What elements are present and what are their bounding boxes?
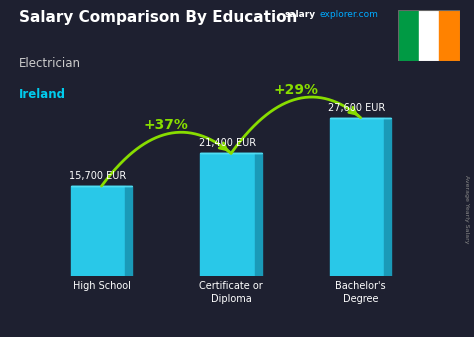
Bar bbox=[330, 118, 384, 276]
Text: High School: High School bbox=[73, 281, 130, 291]
Bar bbox=[201, 153, 255, 276]
Text: 21,400 EUR: 21,400 EUR bbox=[199, 139, 256, 148]
Text: Electrician: Electrician bbox=[19, 57, 81, 70]
Bar bbox=[439, 10, 460, 61]
Text: 15,700 EUR: 15,700 EUR bbox=[69, 171, 127, 181]
Text: Salary Comparison By Education: Salary Comparison By Education bbox=[19, 10, 297, 25]
Bar bbox=[398, 10, 419, 61]
Text: Average Yearly Salary: Average Yearly Salary bbox=[464, 175, 469, 243]
Text: +37%: +37% bbox=[144, 118, 189, 132]
Text: Bachelor's
Degree: Bachelor's Degree bbox=[335, 281, 386, 304]
Text: Ireland: Ireland bbox=[19, 88, 66, 101]
Bar bbox=[419, 10, 439, 61]
Polygon shape bbox=[125, 186, 132, 276]
Bar bbox=[71, 186, 125, 276]
Polygon shape bbox=[255, 153, 262, 276]
Text: explorer.com: explorer.com bbox=[319, 10, 378, 19]
Text: Certificate or
Diploma: Certificate or Diploma bbox=[199, 281, 263, 304]
Text: +29%: +29% bbox=[273, 83, 319, 97]
Polygon shape bbox=[384, 118, 392, 276]
Text: 27,600 EUR: 27,600 EUR bbox=[328, 103, 386, 113]
Text: salary: salary bbox=[284, 10, 316, 19]
